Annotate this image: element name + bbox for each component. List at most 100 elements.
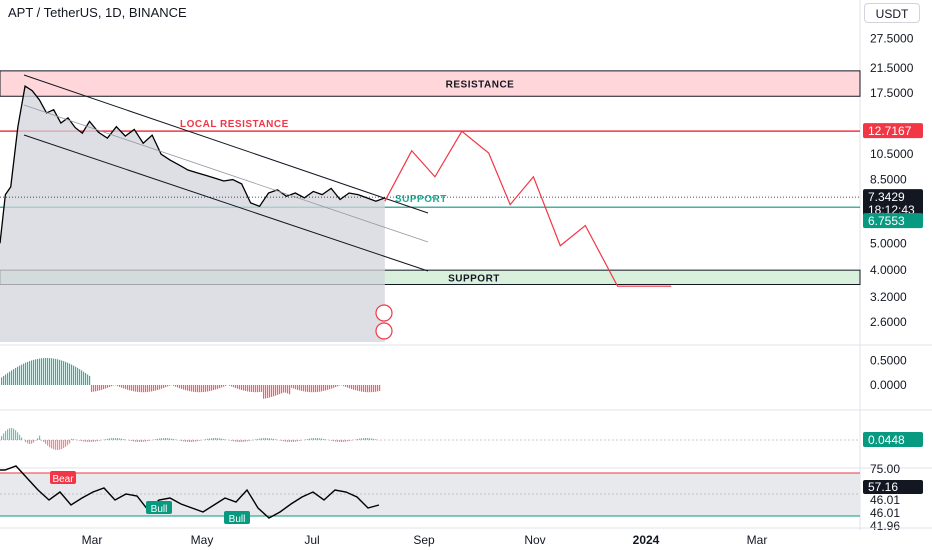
oscillator-1-bar (335, 385, 337, 388)
earnings-event-icon (375, 322, 393, 340)
oscillator-2-bar (11, 428, 13, 440)
oscillator-2-bar (217, 438, 219, 440)
oscillator-1-bar (337, 385, 339, 387)
oscillator-1-bar (35, 359, 37, 385)
oscillator-1-bar (251, 385, 253, 392)
oscillator-2-bar (273, 438, 275, 440)
oscillator-2-bar (319, 438, 321, 440)
oscillator-2-bar (317, 438, 319, 440)
oscillator-2-bar (261, 438, 263, 440)
oscillator-2-bar (49, 440, 51, 448)
oscillator-2-bar (27, 440, 29, 444)
oscillator-2-bar (19, 434, 21, 440)
oscillator-1-bar (271, 385, 273, 397)
oscillator-2-bar (323, 438, 325, 440)
oscillator-1-bar (95, 385, 97, 392)
oscillator-2-bar (283, 440, 285, 442)
oscillator-1-bar (89, 375, 91, 385)
oscillator-1-bar (9, 371, 11, 385)
oscillator-1-bar (231, 385, 233, 387)
oscillator-1-bar (269, 385, 271, 398)
oscillator-2-bar (315, 438, 317, 440)
oscillator-1-bar (333, 385, 335, 388)
oscillator-1-bar (323, 385, 325, 391)
oscillator-2-bar (375, 439, 377, 440)
channel-upper (23, 74, 429, 214)
oscillator-2-bar (91, 440, 93, 442)
oscillator-1-bar (179, 385, 181, 389)
oscillator-1-bar (155, 385, 157, 391)
oscillator-2-bar (3, 433, 5, 440)
oscillator-2-bar (25, 440, 27, 443)
oscillator-1-bar (187, 385, 189, 391)
oscillator-2-bar (235, 440, 237, 442)
oscillator-2-bar (17, 432, 19, 440)
rsi-last-tag: 57.16 (868, 480, 898, 494)
oscillator-1-tick: 0.0000 (870, 378, 907, 392)
oscillator-1-bar (309, 385, 311, 393)
oscillator-1-bar (87, 374, 89, 385)
oscillator-2-bar (145, 440, 147, 442)
oscillator-1-bar (357, 385, 359, 391)
oscillator-1-bar (65, 361, 67, 385)
oscillator-2-bar (221, 438, 223, 440)
oscillator-1-bar (345, 385, 347, 387)
oscillator-2-bar (205, 439, 207, 440)
oscillator-1-bar (225, 385, 227, 386)
oscillator-1-bar (339, 385, 341, 386)
oscillator-2-bar (69, 440, 71, 444)
channel-lower (23, 134, 429, 272)
oscillator-2-bar (63, 440, 65, 449)
oscillator-2-bar (149, 440, 151, 441)
oscillator-1-bar (167, 385, 169, 387)
oscillator-1-bar (263, 385, 265, 399)
resistance-zone-label: RESISTANCE (446, 80, 515, 91)
oscillator-2-bar (67, 440, 69, 446)
oscillator-2-bar (367, 438, 369, 440)
oscillator-1-bar (319, 385, 321, 392)
oscillator-2-bar (35, 440, 37, 441)
oscillator-2-bar (307, 438, 309, 440)
oscillator-2-bar (135, 440, 137, 442)
oscillator-1-bar (31, 360, 33, 385)
oscillator-1-bar (111, 385, 113, 387)
oscillator-1-bar (159, 385, 161, 390)
oscillator-1-bar (13, 369, 15, 385)
oscillator-1-bar (359, 385, 361, 392)
oscillator-1-bar (207, 385, 209, 392)
oscillator-1-bar (259, 385, 261, 393)
currency-button[interactable]: USDT (864, 3, 920, 23)
oscillator-1-bar (173, 385, 175, 386)
oscillator-1-bar (281, 385, 283, 394)
oscillator-1-bar (63, 361, 65, 385)
oscillator-2-bar (147, 440, 149, 442)
price-tick-label: 3.2000 (870, 290, 907, 304)
oscillator-2-bar (239, 440, 241, 442)
last-price-tag: 7.3429 (868, 190, 905, 204)
oscillator-1-bar (297, 385, 299, 390)
oscillator-1-bar (267, 385, 269, 398)
oscillator-1-bar (123, 385, 125, 389)
oscillator-2-bar (183, 440, 185, 442)
oscillator-2-bar (197, 440, 199, 442)
oscillator-2-bar (95, 440, 97, 442)
rsi-tick: 75.00 (870, 462, 900, 476)
flash-event-icon (375, 304, 393, 322)
oscillator-1-bar (5, 374, 7, 385)
oscillator-2-bar (123, 439, 125, 440)
oscillator-1-bar (285, 385, 287, 393)
oscillator-1-bar (305, 385, 307, 392)
price-tick-label: 17.5000 (870, 86, 914, 100)
oscillator-1-bar (347, 385, 349, 388)
oscillator-1-bar (349, 385, 351, 389)
oscillator-1-bar (17, 366, 19, 385)
oscillator-2-bar (333, 440, 335, 442)
oscillator-1-bar (353, 385, 355, 390)
oscillator-2-bar (219, 438, 221, 440)
oscillator-1-bar (287, 385, 289, 394)
oscillator-1-bar (37, 358, 39, 385)
oscillator-2-bar (349, 440, 351, 441)
price-area-fill (0, 86, 385, 342)
oscillator-2-bar (73, 439, 75, 440)
